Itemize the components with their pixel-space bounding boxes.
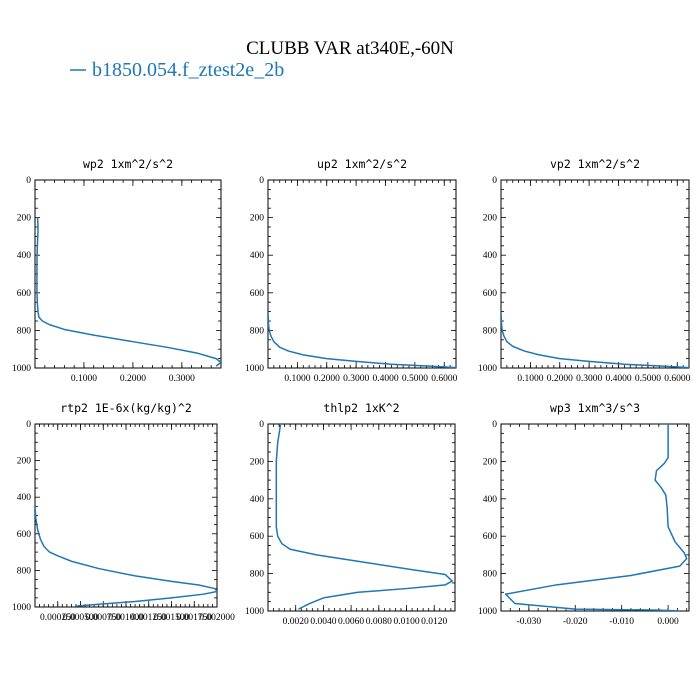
x-tick-label: 0.0100 xyxy=(393,617,419,627)
y-tick-label: 800 xyxy=(483,570,498,580)
plot-frame xyxy=(34,179,222,369)
y-tick-label: 200 xyxy=(483,457,498,467)
x-tick-label: 0.1000 xyxy=(284,374,310,384)
x-tick-label: 0.6000 xyxy=(431,374,457,384)
x-tick-label: 0.1000 xyxy=(71,374,97,384)
x-tick-label: 0.6000 xyxy=(664,374,690,384)
y-tick-label: 0 xyxy=(259,420,264,430)
figure-title: CLUBB VAR at340E,-60N xyxy=(246,38,454,59)
panel-title: vp2 1xm^2/s^2 xyxy=(550,157,640,171)
y-tick-label: 1000 xyxy=(245,364,264,374)
series-line xyxy=(275,424,453,610)
x-tick-label: 0.3000 xyxy=(169,374,195,384)
series-line xyxy=(36,217,221,367)
x-tick-label: 0.0040 xyxy=(310,617,336,627)
x-tick-label: 0.3000 xyxy=(576,374,602,384)
y-tick-label: 600 xyxy=(17,289,32,299)
y-tick-label: 0 xyxy=(492,176,497,186)
x-tick-label: 0.0020 xyxy=(283,617,309,627)
figure-legend: b1850.054.f_ztest2e_2b xyxy=(70,59,284,81)
y-tick-label: 800 xyxy=(17,326,32,336)
x-tick-label: 0.000750 xyxy=(85,613,121,623)
chart-panels: wp2 1xm^2/s^2 0 200 400 600 800 1000 0.1000 0.20… xyxy=(12,157,691,627)
y-tick-label: 400 xyxy=(17,251,32,261)
y-tick-label: 400 xyxy=(250,251,265,261)
x-tick-label: 0.1000 xyxy=(517,374,543,384)
panel-title: wp3 1xm^3/s^3 xyxy=(550,401,640,415)
y-tick-label: 400 xyxy=(483,495,498,505)
x-tick-label: 0.0120 xyxy=(421,617,447,627)
panel-title: wp2 1xm^2/s^2 xyxy=(83,157,173,171)
y-tick-label: 1000 xyxy=(478,364,497,374)
x-tick-label: -0.010 xyxy=(609,617,634,627)
y-tick-label: 1000 xyxy=(12,603,31,613)
x-tick-label: 0.000250 xyxy=(40,613,76,623)
y-tick-label: 800 xyxy=(250,570,265,580)
x-tick-label: 0.001000 xyxy=(108,613,144,623)
x-tick-label: 0.001250 xyxy=(131,613,167,623)
x-tick-label: 0.5000 xyxy=(402,374,428,384)
chart-panel-6: wp3 1xm^3/s^3 0 200 400 600 800 1000 -0.030 -0.0… xyxy=(478,401,690,627)
series-line xyxy=(504,424,688,611)
y-tick-label: 400 xyxy=(17,493,32,503)
chart-panel-2: up2 1xm^2/s^2 0 200 400 600 800 1000 0.1000 0.20… xyxy=(245,157,458,384)
y-tick-label: 400 xyxy=(483,251,498,261)
plot-frame xyxy=(500,423,690,612)
series-line xyxy=(501,311,689,368)
y-tick-label: 800 xyxy=(250,326,265,336)
chart-panel-5: thlp2 1xK^2 0 200 400 600 800 1000 0.0020 0.0040… xyxy=(245,401,456,627)
x-tick-label: 0.000500 xyxy=(63,613,99,623)
y-tick-label: 800 xyxy=(483,326,498,336)
y-tick-label: 600 xyxy=(250,532,265,542)
legend-label: b1850.054.f_ztest2e_2b xyxy=(92,59,284,81)
y-tick-label: 1000 xyxy=(478,607,497,617)
y-tick-label: 0 xyxy=(259,176,264,186)
y-tick-label: 200 xyxy=(17,457,32,467)
x-tick-label: 0.001500 xyxy=(154,613,190,623)
x-tick-label: 0.2000 xyxy=(547,374,573,384)
series-line xyxy=(35,506,217,607)
y-tick-label: 600 xyxy=(17,530,32,540)
series-line xyxy=(268,311,456,368)
panel-title: thlp2 1xK^2 xyxy=(323,401,399,415)
y-tick-label: 1000 xyxy=(12,364,31,374)
chart-panel-1: wp2 1xm^2/s^2 0 200 400 600 800 1000 0.1000 0.20… xyxy=(12,157,222,384)
y-tick-label: 0 xyxy=(492,420,497,430)
y-tick-label: 200 xyxy=(250,214,265,224)
x-tick-label: 0.0060 xyxy=(338,617,364,627)
y-tick-label: 800 xyxy=(17,566,32,576)
y-tick-label: 400 xyxy=(250,495,265,505)
x-tick-label: -0.030 xyxy=(517,617,542,627)
y-tick-label: 200 xyxy=(483,214,498,224)
x-tick-label: 0.2000 xyxy=(314,374,340,384)
panel-title: rtp2 1E-6x(kg/kg)^2 xyxy=(60,401,192,415)
x-tick-label: 0.2000 xyxy=(120,374,146,384)
x-tick-label: 0.3000 xyxy=(343,374,369,384)
y-tick-label: 600 xyxy=(250,289,265,299)
x-tick-label: -0.020 xyxy=(563,617,588,627)
plot-frame xyxy=(267,423,456,612)
x-tick-label: 0.5000 xyxy=(635,374,661,384)
plot-frame xyxy=(34,423,218,608)
x-tick-label: 0.000 xyxy=(657,617,679,627)
y-tick-label: 200 xyxy=(17,214,32,224)
chart-panel-3: vp2 1xm^2/s^2 0 200 400 600 800 1000 0.1000 0.20… xyxy=(478,157,691,384)
y-tick-label: 1000 xyxy=(245,607,264,617)
x-tick-label: 0.4000 xyxy=(372,374,398,384)
y-tick-label: 0 xyxy=(26,420,31,430)
y-tick-label: 600 xyxy=(483,532,498,542)
panel-title: up2 1xm^2/s^2 xyxy=(317,157,407,171)
y-tick-label: 200 xyxy=(250,457,265,467)
x-tick-label: 0.0080 xyxy=(366,617,392,627)
plot-frame xyxy=(500,179,690,369)
plot-frame xyxy=(267,179,457,369)
chart-panel-4: rtp2 1E-6x(kg/kg)^2 0 200 400 600 800 1000 0.00… xyxy=(12,401,235,623)
x-tick-label: 0.4000 xyxy=(605,374,631,384)
y-tick-label: 0 xyxy=(26,176,31,186)
x-tick-label: 0.002000 xyxy=(199,613,235,623)
x-tick-label: 0.001750 xyxy=(176,613,212,623)
y-tick-label: 600 xyxy=(483,289,498,299)
